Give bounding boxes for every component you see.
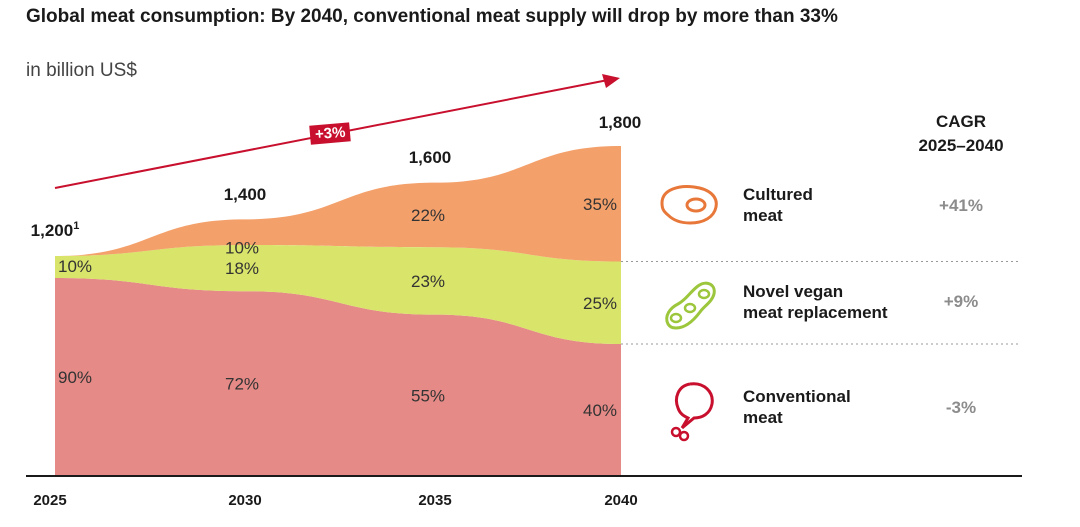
chart-title: Global meat consumption: By 2040, conven… (26, 6, 838, 27)
total-value-label: 1,2001 (31, 220, 80, 240)
unit-label: in billion US$ (26, 60, 137, 81)
area-vegan (55, 245, 621, 344)
total-value-label: 1,600 (409, 148, 452, 167)
share-label-conventional: 55% (411, 386, 445, 405)
cagr-value-cultured: +41% (939, 196, 983, 215)
growth-rate-badge: +3% (309, 122, 352, 145)
legend-label-vegan: Novel vegan meat replacement (743, 282, 888, 322)
legend-label-conventional: Conventional meat (743, 387, 851, 427)
cagr-header: CAGR 2025–2040 (918, 112, 1004, 155)
cagr-value-conventional: -3% (945, 398, 977, 417)
cagr-value-vegan: +9% (943, 292, 979, 311)
x-tick-label: 2040 (604, 492, 637, 509)
x-tick-label: 2035 (418, 492, 451, 509)
share-label-vegan: 18% (225, 259, 259, 278)
share-label-conventional: 40% (583, 401, 617, 420)
share-label-cultured: 10% (225, 238, 259, 257)
share-label-conventional: 72% (225, 375, 259, 394)
area-conventional (55, 278, 621, 476)
total-value-label: 1,400 (224, 185, 267, 204)
share-label-vegan: 25% (583, 294, 617, 313)
share-label-cultured: 22% (411, 206, 445, 225)
share-label-cultured: 35% (583, 195, 617, 214)
share-label-vegan: 10% (58, 257, 92, 276)
area-cultured (55, 146, 621, 262)
legend-label-cultured: Cultured meat (743, 185, 813, 225)
x-tick-label: 2025 (33, 492, 66, 509)
steak-icon (660, 185, 718, 225)
soybean-icon (665, 281, 716, 330)
total-value-label: 1,800 (599, 113, 642, 132)
share-label-conventional: 90% (58, 368, 92, 387)
share-label-vegan: 23% (411, 272, 445, 291)
x-tick-label: 2030 (228, 492, 261, 509)
chicken-leg-icon (670, 382, 714, 442)
